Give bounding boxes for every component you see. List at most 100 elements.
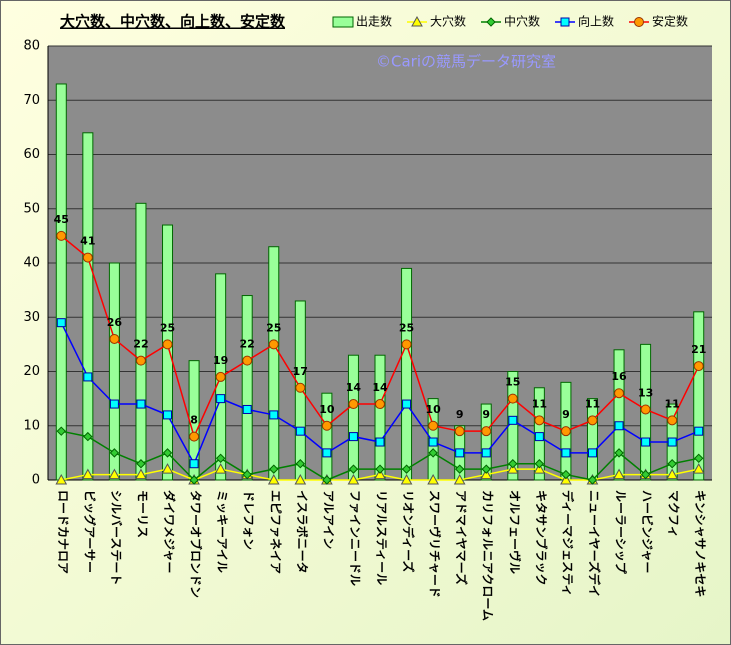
point bbox=[534, 459, 545, 469]
bar bbox=[241, 295, 253, 481]
x-tick-label: シルバーステート bbox=[109, 490, 123, 585]
bar bbox=[480, 403, 492, 481]
point bbox=[453, 473, 466, 485]
point bbox=[135, 468, 147, 480]
bar bbox=[693, 311, 705, 481]
point bbox=[109, 399, 119, 409]
point bbox=[162, 448, 173, 458]
legend-label: 安定数 bbox=[652, 14, 688, 29]
point bbox=[694, 453, 704, 464]
data-label: 25 bbox=[399, 321, 414, 334]
point bbox=[189, 459, 199, 469]
point bbox=[692, 463, 705, 474]
point bbox=[480, 468, 493, 480]
legend-marker bbox=[560, 17, 570, 27]
point bbox=[56, 318, 66, 328]
x-tick-label: ファインニードル bbox=[348, 490, 362, 586]
data-label: 22 bbox=[240, 338, 255, 351]
x-tick-label: リオンディーズ bbox=[401, 490, 416, 573]
point bbox=[506, 463, 519, 474]
watermark: ©Cariの競馬データ研究室 bbox=[376, 53, 556, 71]
y-tick-label: 80 bbox=[23, 39, 40, 54]
point bbox=[481, 448, 491, 458]
point bbox=[561, 469, 571, 480]
point bbox=[481, 426, 492, 437]
point bbox=[587, 415, 598, 426]
x-tick-label: ルーラーシップ bbox=[614, 490, 629, 575]
point bbox=[83, 372, 93, 382]
data-label: 9 bbox=[562, 408, 570, 421]
y-tick-label: 60 bbox=[23, 147, 40, 162]
data-label: 25 bbox=[266, 321, 281, 334]
x-tick-label: イスラボニータ bbox=[295, 490, 310, 574]
data-label: 10 bbox=[425, 403, 441, 416]
bar bbox=[613, 349, 625, 481]
x-tick-label: ニューイヤーズデイ bbox=[587, 490, 602, 597]
point bbox=[162, 339, 173, 350]
point bbox=[56, 230, 67, 241]
legend-label: 向上数 bbox=[578, 14, 614, 29]
point bbox=[161, 463, 174, 474]
x-tick-label: ハービンジャー bbox=[640, 490, 655, 573]
point bbox=[401, 464, 412, 474]
data-label: 41 bbox=[80, 235, 95, 248]
point bbox=[375, 399, 385, 410]
point bbox=[56, 426, 66, 436]
legend-marker bbox=[634, 17, 644, 27]
point bbox=[215, 453, 226, 464]
point bbox=[614, 388, 625, 399]
point bbox=[560, 473, 572, 485]
data-label: 11 bbox=[585, 397, 600, 410]
point bbox=[666, 468, 679, 480]
data-label: 11 bbox=[532, 397, 547, 410]
y-tick-label: 30 bbox=[23, 310, 40, 325]
data-label: 26 bbox=[107, 316, 123, 329]
data-label: 11 bbox=[665, 397, 680, 410]
bar bbox=[586, 398, 598, 481]
point bbox=[455, 448, 465, 458]
point bbox=[427, 473, 439, 485]
point bbox=[55, 473, 68, 485]
point bbox=[533, 463, 546, 474]
data-label: 14 bbox=[346, 381, 362, 394]
x-tick-label: リアルスティール bbox=[375, 490, 389, 585]
point bbox=[109, 333, 120, 344]
x-tick-label: アルアイン bbox=[321, 490, 335, 549]
data-label: 19 bbox=[213, 354, 228, 367]
point bbox=[189, 475, 199, 485]
point bbox=[640, 469, 651, 480]
point bbox=[534, 432, 544, 442]
data-label: 15 bbox=[505, 376, 520, 389]
point bbox=[401, 339, 412, 350]
point bbox=[693, 361, 704, 372]
point bbox=[136, 459, 146, 469]
data-label: 17 bbox=[293, 365, 308, 378]
data-label: 14 bbox=[372, 381, 388, 394]
data-label: 45 bbox=[54, 213, 69, 226]
x-tick-label: モーリス bbox=[135, 490, 149, 538]
x-tick-label: スワーヴリチャード bbox=[428, 490, 443, 598]
x-tick-label: カリフォルニアクローム bbox=[481, 490, 495, 621]
point bbox=[587, 448, 597, 458]
point bbox=[454, 426, 465, 437]
y-tick-label: 70 bbox=[23, 93, 40, 108]
point bbox=[295, 459, 306, 469]
point bbox=[428, 437, 438, 447]
legend-marker bbox=[411, 15, 423, 27]
point bbox=[321, 420, 332, 431]
x-tick-label: マクフィ bbox=[667, 490, 681, 538]
point bbox=[295, 382, 306, 393]
bar bbox=[374, 354, 386, 481]
x-tick-label: ビッグアーサー bbox=[82, 490, 97, 573]
x-tick-label: ドレフォン bbox=[242, 490, 256, 550]
data-label: 10 bbox=[319, 403, 335, 416]
point bbox=[400, 473, 413, 485]
point bbox=[561, 448, 571, 458]
y-tick-label: 10 bbox=[23, 418, 40, 433]
data-label: 16 bbox=[611, 370, 627, 383]
bar bbox=[268, 246, 280, 481]
point bbox=[348, 399, 359, 410]
point bbox=[667, 415, 678, 426]
point bbox=[269, 464, 279, 474]
